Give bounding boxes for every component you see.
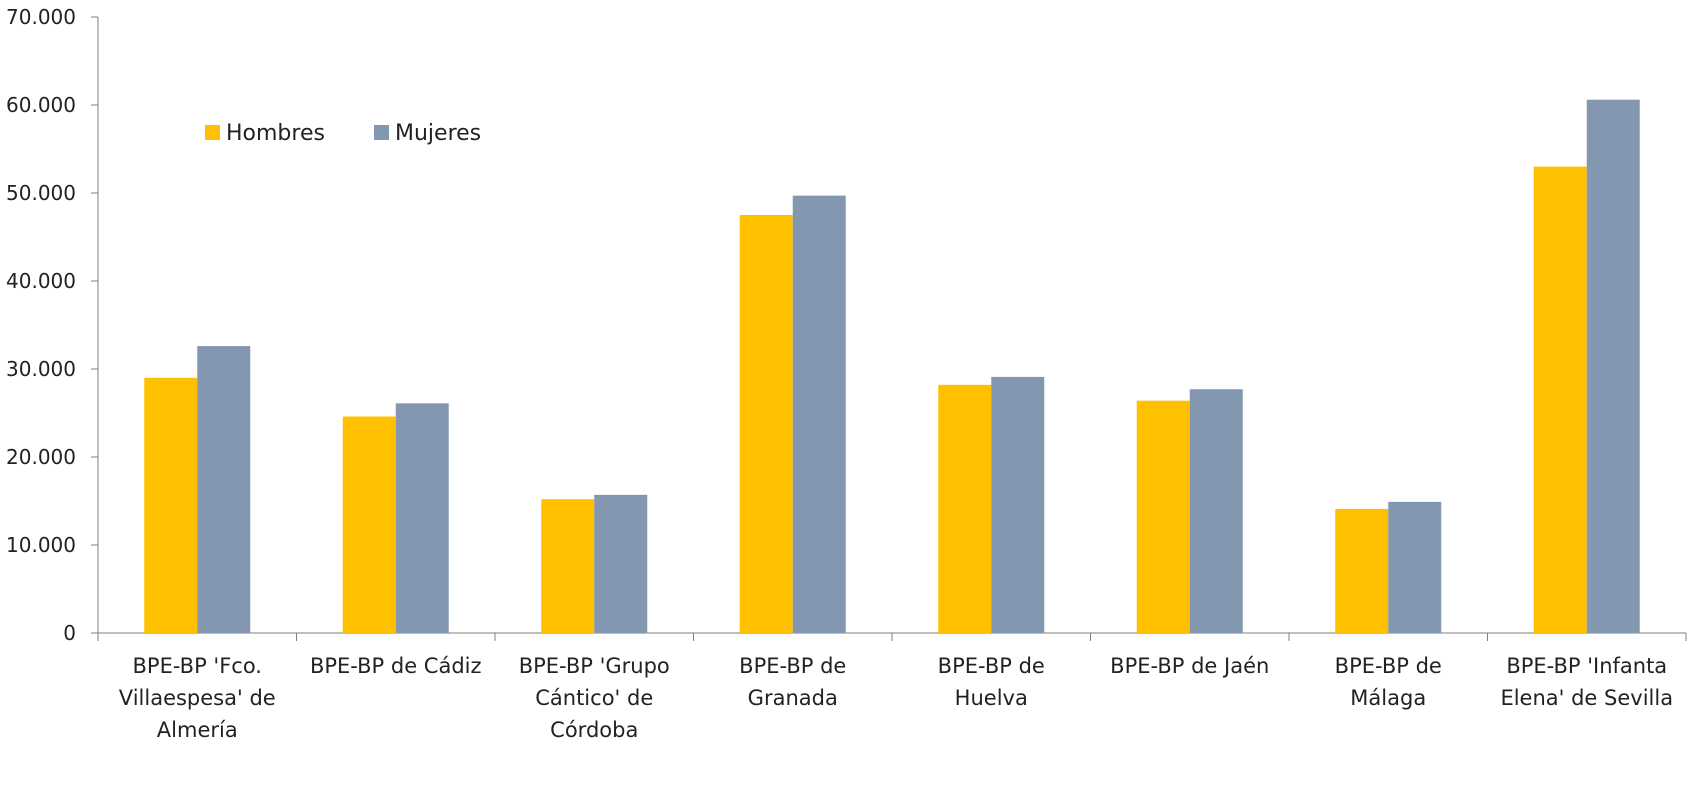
bar-mujeres (1586, 99, 1640, 634)
x-category-label-line: Málaga (1350, 686, 1426, 710)
x-category-label-line: Elena' de Sevilla (1500, 686, 1673, 710)
bar-hombres (541, 499, 595, 633)
x-category-label: BPE-BP 'Infanta Elena' de Sevilla (1500, 654, 1673, 710)
x-category-label-line: Huelva (955, 686, 1028, 710)
legend-label-mujeres: Mujeres (395, 121, 481, 146)
bar-hombres (739, 215, 793, 633)
x-category-label-line: BPE-BP de Jaén (1110, 654, 1269, 678)
x-category-label-line: BPE-BP de Cádiz (310, 654, 482, 678)
bar-mujeres (395, 403, 449, 633)
legend-label-hombres: Hombres (226, 121, 325, 146)
x-category-label: BPE-BP de Cádiz (310, 654, 482, 678)
x-category-label: BPE-BP 'Grupo Cántico' de Córdoba (519, 654, 670, 742)
x-axis: BPE-BP 'Fco. Villaespesa' de AlmeríaBPE-BP… (97, 632, 1687, 742)
x-category-label-line: Córdoba (550, 718, 638, 742)
bar-hombres (342, 416, 396, 633)
legend-swatch-mujeres (374, 125, 389, 140)
y-tick-label: 10.000 (6, 533, 76, 557)
legend-swatch-hombres (205, 125, 220, 140)
bar-hombres (938, 384, 992, 633)
x-category-label-line: Granada (748, 686, 838, 710)
x-category-label-line: BPE-BP 'Grupo (519, 654, 670, 678)
bar-hombres (1335, 508, 1389, 633)
x-category-label-line: BPE-BP de (739, 654, 846, 678)
bar-mujeres (1189, 389, 1243, 633)
bar-mujeres (991, 376, 1045, 633)
x-category-label-line: BPE-BP 'Infanta (1506, 654, 1667, 678)
y-tick-label: 30.000 (6, 357, 76, 381)
x-category-label-line: BPE-BP de (938, 654, 1045, 678)
y-tick-label: 50.000 (6, 181, 76, 205)
y-tick-label: 0 (63, 621, 76, 645)
x-category-label: BPE-BP de Málaga (1335, 654, 1442, 710)
y-tick-label: 60.000 (6, 93, 76, 117)
y-tick-label: 70.000 (6, 5, 76, 29)
bar-mujeres (792, 195, 846, 633)
bars (144, 99, 1640, 634)
x-category-label-line: Almería (157, 718, 238, 742)
bar-mujeres (197, 346, 251, 633)
bar-hombres (1533, 166, 1587, 633)
bar-mujeres (594, 494, 648, 633)
x-category-label-line: Villaespesa' de (119, 686, 276, 710)
x-category-label-line: BPE-BP de (1335, 654, 1442, 678)
x-category-label: BPE-BP 'Fco. Villaespesa' de Almería (119, 654, 276, 742)
y-axis: 0 10.000 20.000 30.000 40.000 50.000 60.000 70.… (6, 5, 99, 645)
y-tick-label: 20.000 (6, 445, 76, 469)
bar-hombres (1136, 400, 1190, 633)
x-category-label-line: BPE-BP 'Fco. (133, 654, 262, 678)
x-category-label-line: Cántico' de (535, 686, 653, 710)
x-category-label: BPE-BP de Jaén (1110, 654, 1269, 678)
y-tick-label: 40.000 (6, 269, 76, 293)
bar-mujeres (1388, 501, 1442, 633)
x-category-label: BPE-BP de Huelva (938, 654, 1045, 710)
bar-hombres (144, 377, 198, 633)
x-category-label: BPE-BP de Granada (739, 654, 846, 710)
legend: Hombres Mujeres (205, 121, 481, 146)
